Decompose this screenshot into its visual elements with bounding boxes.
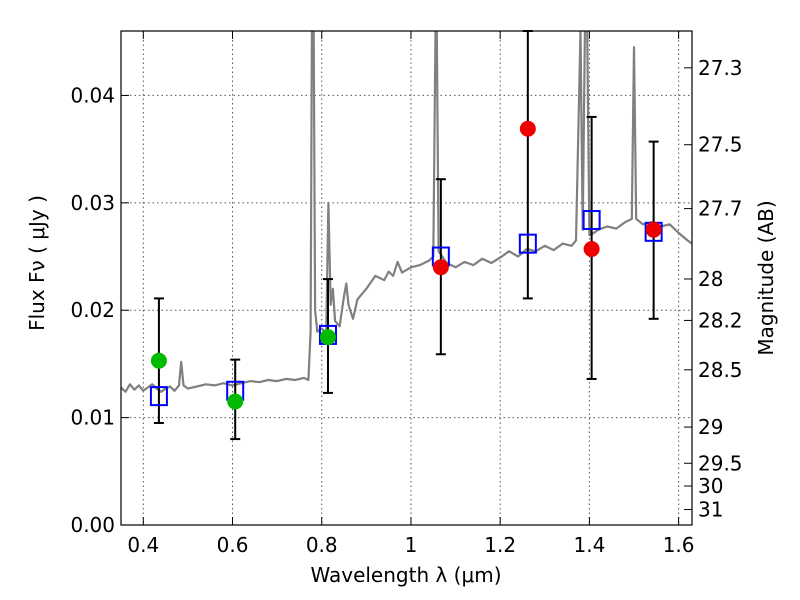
x-tick-label: 0.8 (306, 533, 338, 557)
y-tick-labels: 0.00 0.01 0.02 0.03 0.04 (70, 83, 115, 537)
y-tick-label: 0.03 (70, 191, 115, 215)
observed-flux-point (227, 393, 244, 410)
plot-area (121, 31, 692, 393)
right-tick-label: 31 (698, 498, 723, 522)
right-tick-label: 28.5 (698, 358, 743, 382)
right-tick-label: 29.5 (698, 451, 743, 475)
x-tick-label: 1.2 (484, 533, 516, 557)
x-tick-label: 1.4 (573, 533, 605, 557)
x-tick-label: 0.6 (217, 533, 249, 557)
observed-flux-point (319, 329, 336, 346)
model-photometry-square (518, 233, 537, 254)
right-tick-label: 30 (698, 474, 723, 498)
y-tick-label: 0.00 (70, 513, 115, 537)
x-tick-label: 0.4 (127, 533, 159, 557)
right-tick-label: 28.2 (698, 308, 743, 332)
model-photometry-square (149, 386, 168, 407)
x-axis-label: Wavelength λ (μm) (310, 563, 501, 587)
y-tick-label: 0.02 (70, 298, 115, 322)
right-tick-label: 28 (698, 267, 723, 291)
spectrum-line (121, 31, 692, 393)
observed-flux-point (583, 241, 600, 258)
y-tick-label: 0.04 (70, 83, 115, 107)
y-axis-label: Flux Fν ( μJy ) (25, 195, 49, 331)
model-photometry-square (582, 210, 601, 231)
observed-flux-point (645, 221, 662, 238)
right-tick-label: 27.5 (698, 133, 743, 157)
plot-frame (120, 30, 693, 526)
observed-flux-point (150, 352, 167, 369)
axis-ticks (121, 31, 692, 526)
observed-flux-point (432, 259, 449, 276)
right-tick-label: 29 (698, 415, 723, 439)
y-tick-label: 0.01 (70, 406, 115, 430)
right-tick-label: 27.7 (698, 197, 743, 221)
data-markers (149, 120, 663, 410)
right-axis-label: Magnitude (AB) (754, 200, 778, 355)
right-tick-label: 27.3 (698, 56, 743, 80)
x-tick-label: 1 (405, 533, 418, 557)
observed-flux-point (519, 120, 536, 137)
x-tick-labels: 0.4 0.6 0.8 1 1.2 1.4 1.6 (127, 533, 694, 557)
x-tick-label: 1.6 (663, 533, 695, 557)
